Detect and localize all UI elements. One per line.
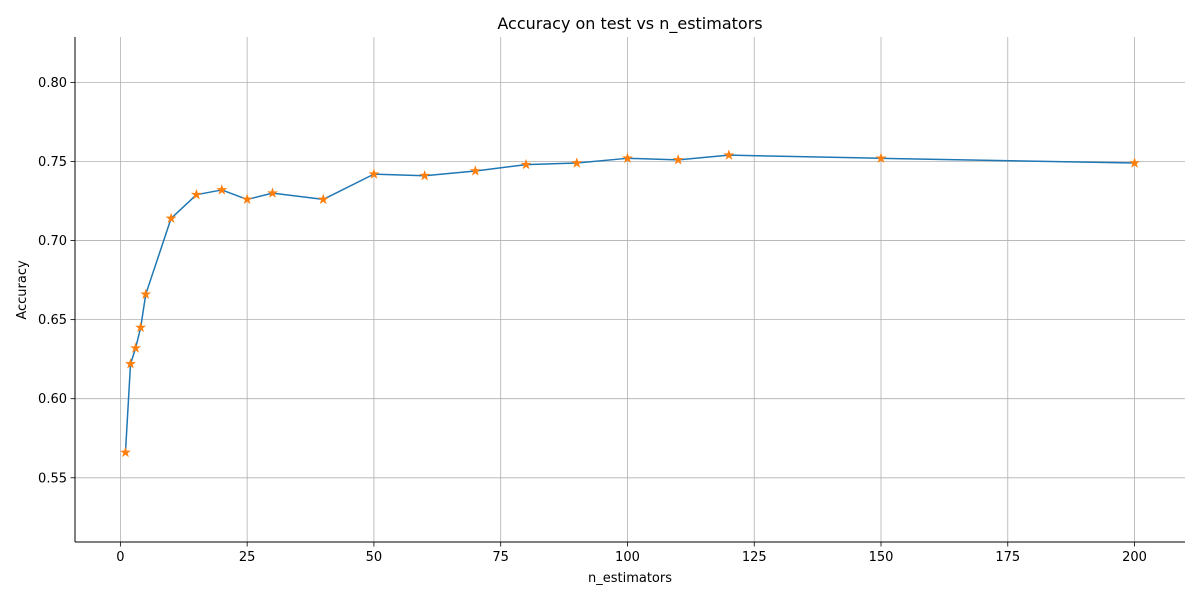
ticks: 0 25 50 75 100 125 150 175 200 0.55 0.60 0.65 0.70 0.… <box>38 76 1147 565</box>
data-point <box>216 184 228 195</box>
data-point <box>875 152 887 163</box>
y-axis-label: Accuracy <box>15 260 30 320</box>
data-point <box>622 152 633 163</box>
x-tick-label: 25 <box>239 550 256 565</box>
data-point <box>520 158 532 170</box>
data-point <box>571 157 583 168</box>
x-axis-label: n_estimators <box>588 571 672 586</box>
y-tick-label: 0.70 <box>38 234 67 249</box>
x-tick-label: 50 <box>366 550 383 565</box>
chart-title: Accuracy on test vs n_estimators <box>497 14 762 34</box>
data-point <box>140 288 152 299</box>
series <box>120 149 1140 458</box>
data-point <box>317 193 329 205</box>
data-point <box>241 193 253 205</box>
data-point <box>1129 157 1140 168</box>
data-point <box>723 149 735 160</box>
data-point <box>267 187 278 198</box>
y-tick-label: 0.65 <box>38 313 67 328</box>
x-tick-label: 175 <box>995 550 1020 565</box>
grid <box>75 37 1185 542</box>
y-tick-label: 0.80 <box>38 76 67 91</box>
x-tick-label: 0 <box>116 550 124 565</box>
x-tick-label: 75 <box>492 550 509 565</box>
y-tick-label: 0.75 <box>38 155 67 170</box>
data-point <box>672 154 684 165</box>
data-point <box>135 321 147 333</box>
x-tick-label: 125 <box>742 550 767 565</box>
series-line <box>124 154 1135 453</box>
data-point <box>125 358 136 369</box>
axes <box>74 37 1185 543</box>
data-point <box>165 212 177 224</box>
x-tick-label: 100 <box>615 550 640 565</box>
x-tick-label: 150 <box>869 550 894 565</box>
y-tick-label: 0.60 <box>38 392 67 407</box>
data-point <box>368 168 380 179</box>
data-point <box>469 165 481 176</box>
data-point <box>120 446 131 458</box>
y-tick-label: 0.55 <box>38 471 67 486</box>
data-point <box>419 169 431 181</box>
data-point <box>190 188 202 200</box>
x-tick-label: 200 <box>1122 550 1147 565</box>
data-point <box>130 342 142 353</box>
